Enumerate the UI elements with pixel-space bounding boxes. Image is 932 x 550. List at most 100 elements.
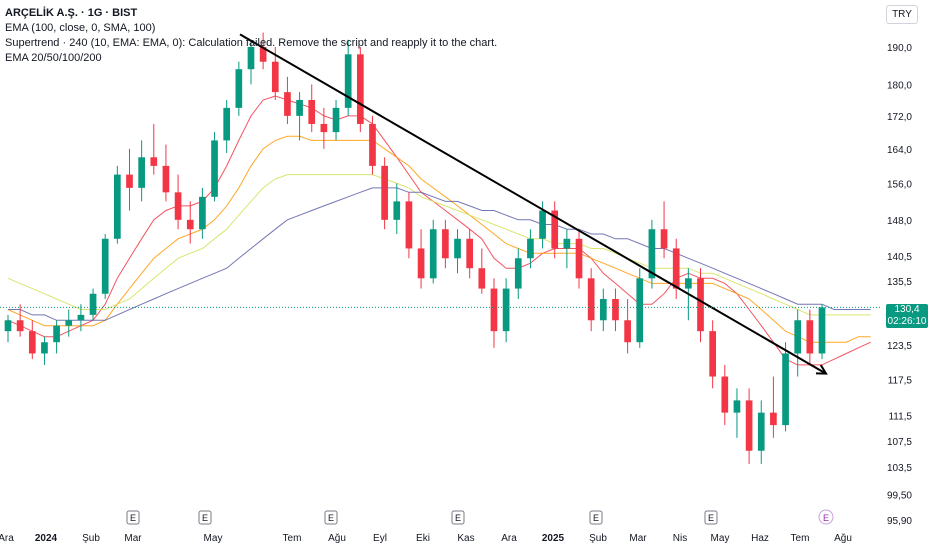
earnings-marker-label: E <box>328 513 334 523</box>
currency-button[interactable]: TRY <box>886 5 918 24</box>
candle-body <box>770 412 777 426</box>
ema-line-ema-20 <box>7 95 871 366</box>
x-tick-label: May <box>711 533 730 544</box>
y-tick-label: 164,0 <box>887 145 912 156</box>
earnings-marker[interactable]: E <box>451 510 465 525</box>
y-tick-label: 180,0 <box>887 80 912 91</box>
x-tick-label: Haz <box>751 533 769 544</box>
candle-body <box>211 140 218 197</box>
candle-body <box>514 258 522 289</box>
symbol-title[interactable]: ARÇELİK A.Ş. · 1G · BIST <box>5 7 138 19</box>
candle-body <box>199 196 206 230</box>
earnings-marker-label: E <box>593 513 599 523</box>
candle-body <box>612 298 619 321</box>
indicator-ema100[interactable]: EMA (100, close, 0, SMA, 100) <box>5 22 156 34</box>
last-price-badge: 130,4 02:26:10 <box>886 304 928 328</box>
candle-body <box>296 99 303 116</box>
candle-body <box>648 229 656 279</box>
earnings-marker[interactable]: E <box>589 510 603 525</box>
earnings-marker-box <box>324 510 338 525</box>
candle-body <box>575 238 583 279</box>
candle-body <box>478 268 486 289</box>
earnings-marker-upcoming-ring <box>818 509 834 525</box>
y-tick-label: 111,5 <box>888 412 912 423</box>
trendline[interactable] <box>239 33 828 375</box>
candle-body <box>53 325 60 343</box>
x-tick-label: Tem <box>791 533 810 544</box>
candle-body <box>721 376 729 413</box>
y-tick-label: 95,90 <box>887 516 912 527</box>
candle-body <box>65 320 73 326</box>
candle-body <box>101 238 109 294</box>
candle-body <box>186 219 194 230</box>
y-tick-label: 148,0 <box>887 216 912 227</box>
candle-body <box>442 229 449 259</box>
ema-lines <box>7 95 871 366</box>
bar-countdown: 02:26:10 <box>887 316 927 327</box>
x-tick-label: Şub <box>589 533 607 544</box>
candle-body <box>709 331 716 377</box>
candle-body <box>757 412 765 451</box>
y-tick-label: 99,50 <box>887 491 912 502</box>
trendline-segment <box>239 33 827 375</box>
earnings-marker[interactable]: E <box>704 510 718 525</box>
x-tick-label: Ara <box>0 533 14 544</box>
y-axis[interactable]: 190,0 180,0 172,0 164,0 156,0 148,0 140,5 135,5… <box>887 43 912 527</box>
y-tick-label: 107,5 <box>887 437 912 448</box>
candle-body <box>4 320 12 332</box>
candle-body <box>429 229 437 279</box>
x-tick-label: 2025 <box>542 533 565 544</box>
earnings-marker-label: E <box>708 513 714 523</box>
candle-body <box>417 248 425 279</box>
candle-body <box>381 165 388 220</box>
earnings-marker-box <box>126 510 140 525</box>
y-tick-label: 117,5 <box>888 375 913 386</box>
candle-body <box>271 61 279 93</box>
candle-body <box>332 107 340 133</box>
earnings-marker-box <box>589 510 603 525</box>
y-tick-label: 190,0 <box>887 43 912 54</box>
candle-body <box>685 278 692 289</box>
candle-body <box>28 331 36 354</box>
x-tick-label: Eyl <box>373 533 387 544</box>
x-tick-label: Ağu <box>328 533 346 544</box>
candle-body <box>369 123 376 166</box>
earnings-marker[interactable]: E <box>198 510 212 525</box>
earnings-marker-label: E <box>455 513 461 523</box>
candle-body <box>162 165 170 193</box>
candle-body <box>599 298 607 321</box>
candle-body <box>356 54 364 124</box>
candle-body <box>806 320 814 354</box>
candle-body <box>587 278 595 321</box>
candle-body <box>660 229 668 249</box>
y-tick-label: 140,5 <box>887 252 912 263</box>
ema-line-ema-200 <box>8 187 871 321</box>
earnings-marker-upcoming-label: E <box>823 513 829 523</box>
candle-body <box>77 314 85 321</box>
earnings-marker[interactable]: E <box>126 510 140 525</box>
indicator-supertrend[interactable]: Supertrend · 240 (10, EMA: EMA, 0): Calc… <box>5 37 498 49</box>
earnings-marker-label: E <box>202 513 208 523</box>
candles <box>4 32 826 464</box>
x-tick-label: Ağu <box>834 533 852 544</box>
candle-body <box>320 123 328 133</box>
x-tick-label: 2024 <box>35 533 58 544</box>
candle-body <box>502 288 510 332</box>
candle-body <box>745 400 753 451</box>
x-tick-label: Mar <box>629 533 647 544</box>
earnings-marker-upcoming[interactable]: E <box>818 509 834 525</box>
x-axis[interactable]: Ara 2024 Şub Mar May Tem Ağu Eyl Eki Kas Ara 2025 Şu… <box>0 533 852 544</box>
earnings-marker[interactable]: E <box>324 510 338 525</box>
earnings-marker-box <box>704 510 718 525</box>
candle-body <box>490 288 498 332</box>
y-tick-label: 123,5 <box>887 341 912 352</box>
candle-body <box>259 47 267 62</box>
indicator-ema-ribbon[interactable]: EMA 20/50/100/200 <box>5 52 102 64</box>
x-tick-label: Ara <box>501 533 517 544</box>
candle-body <box>733 400 741 413</box>
candle-body <box>114 174 121 239</box>
candle-body <box>697 278 704 332</box>
